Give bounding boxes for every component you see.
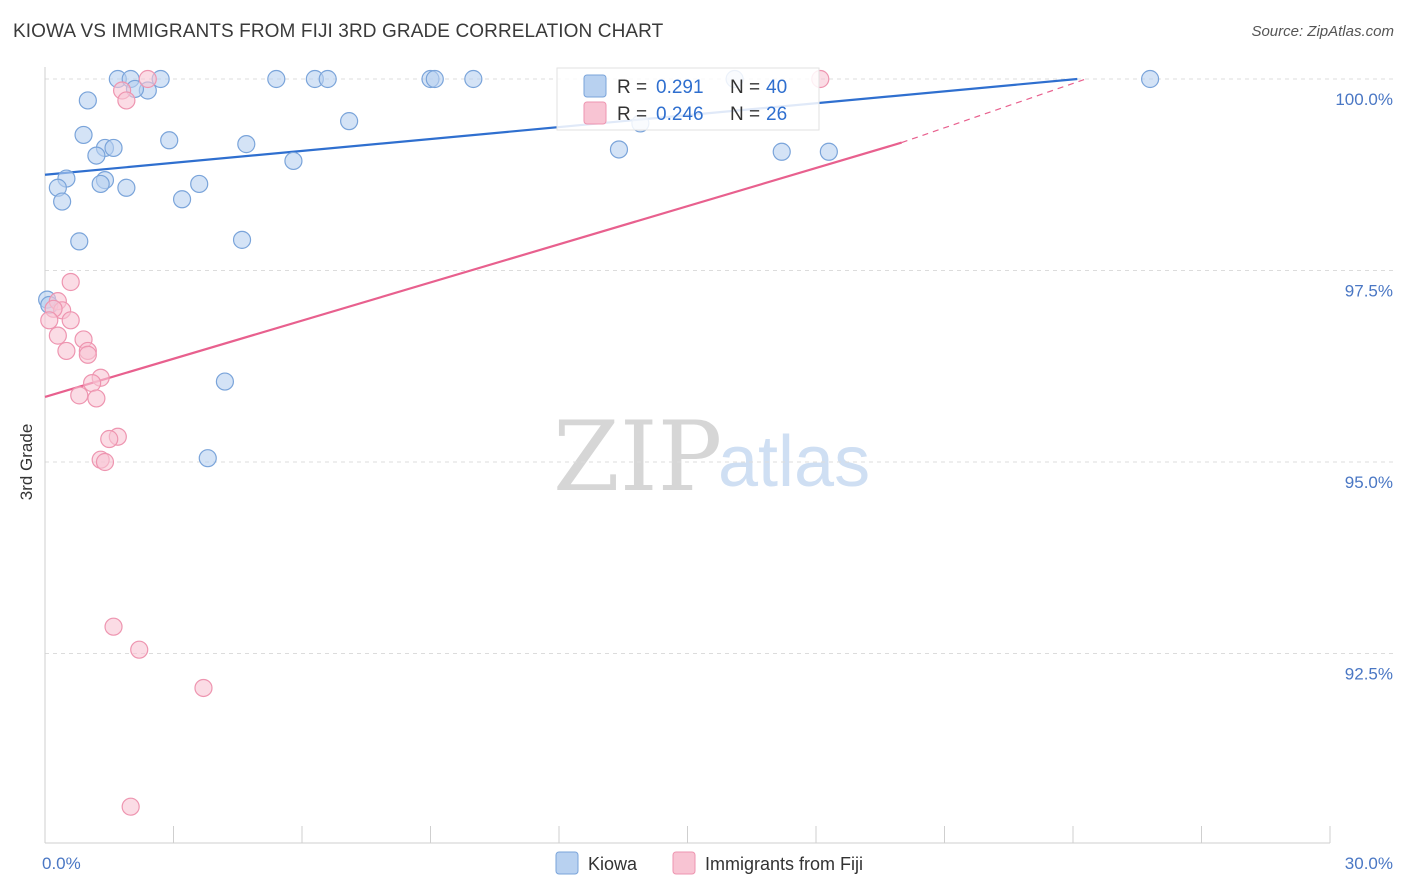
kiowa-point	[267, 69, 286, 89]
x-tick-labels: 0.0% 30.0%	[42, 854, 1393, 873]
watermark-zip: ZIP	[553, 401, 722, 513]
kiowa-point	[609, 140, 629, 159]
kiowa-point	[74, 125, 93, 145]
fiji-series-swatch	[672, 851, 696, 875]
x-tick-label: 30.0%	[1345, 854, 1393, 873]
fiji-point	[83, 374, 102, 393]
stats-legend: R = 0.291 N = 40 R = 0.246 N = 26	[556, 67, 820, 131]
kiowa-series-swatch	[555, 851, 579, 875]
kiowa-n-value: 40	[766, 77, 787, 98]
kiowa-point	[340, 112, 359, 131]
x-tick-label: 0.0%	[42, 854, 81, 873]
kiowa-point	[172, 190, 192, 209]
fiji-r-label: R =	[617, 104, 647, 125]
chart-title: KIOWA VS IMMIGRANTS FROM FIJI 3RD GRADE …	[13, 21, 664, 42]
fiji-r-value: 0.246	[656, 104, 704, 125]
fiji-point	[61, 272, 80, 292]
fiji-trend-extension	[901, 78, 1087, 144]
axes	[44, 67, 1331, 844]
fiji-point	[121, 797, 140, 816]
kiowa-point	[117, 178, 136, 197]
kiowa-point	[232, 230, 252, 249]
fiji-point	[194, 678, 213, 698]
kiowa-point	[104, 138, 123, 158]
fiji-point	[61, 311, 80, 330]
fiji-point	[78, 345, 97, 364]
kiowa-series-label: Kiowa	[588, 854, 638, 874]
kiowa-point	[198, 449, 217, 468]
kiowa-point	[318, 69, 337, 89]
fiji-point	[104, 617, 123, 636]
y-tick-label: 100.0%	[1335, 90, 1393, 109]
kiowa-point	[464, 69, 483, 89]
kiowa-point	[190, 174, 209, 194]
kiowa-legend-swatch	[583, 74, 607, 98]
fiji-legend-swatch	[583, 101, 607, 125]
fiji-n-label: N =	[730, 104, 760, 125]
fiji-n-value: 26	[766, 104, 787, 125]
fiji-series-label: Immigrants from Fiji	[705, 854, 863, 874]
kiowa-point	[284, 151, 303, 171]
y-tick-label: 97.5%	[1345, 282, 1393, 301]
fiji-point	[48, 326, 67, 345]
kiowa-point	[78, 91, 97, 110]
kiowa-n-label: N =	[730, 77, 760, 98]
kiowa-r-value: 0.291	[656, 77, 704, 98]
gridlines	[45, 78, 1395, 654]
y-tick-label: 92.5%	[1345, 665, 1393, 684]
kiowa-point	[772, 142, 791, 161]
kiowa-point	[215, 372, 234, 391]
fiji-point	[95, 452, 115, 472]
fiji-point	[117, 91, 136, 110]
kiowa-point	[53, 192, 72, 211]
kiowa-r-label: R =	[617, 77, 647, 98]
fiji-trend-line	[44, 141, 902, 398]
series-legend: Kiowa Immigrants from Fiji	[555, 851, 863, 875]
kiowa-point	[160, 131, 179, 150]
kiowa-point	[1140, 69, 1160, 89]
kiowa-point	[819, 142, 838, 161]
kiowa-point	[91, 174, 110, 194]
fiji-points	[40, 69, 830, 816]
source-label: Source: ZipAtlas.com	[1251, 23, 1394, 40]
fiji-point	[130, 640, 149, 659]
y-axis-label: 3rd Grade	[17, 424, 36, 501]
fiji-point	[138, 69, 157, 89]
y-tick-label: 95.0%	[1345, 473, 1393, 492]
fiji-point	[57, 341, 76, 361]
kiowa-point	[70, 232, 89, 251]
kiowa-point	[87, 146, 106, 165]
fiji-point	[87, 389, 106, 408]
fiji-point	[100, 429, 119, 449]
fiji-point	[70, 386, 89, 405]
kiowa-point	[237, 135, 256, 154]
fiji-point	[40, 311, 59, 330]
y-tick-labels: 100.0% 97.5% 95.0% 92.5%	[1335, 90, 1393, 684]
kiowa-point	[425, 69, 444, 89]
